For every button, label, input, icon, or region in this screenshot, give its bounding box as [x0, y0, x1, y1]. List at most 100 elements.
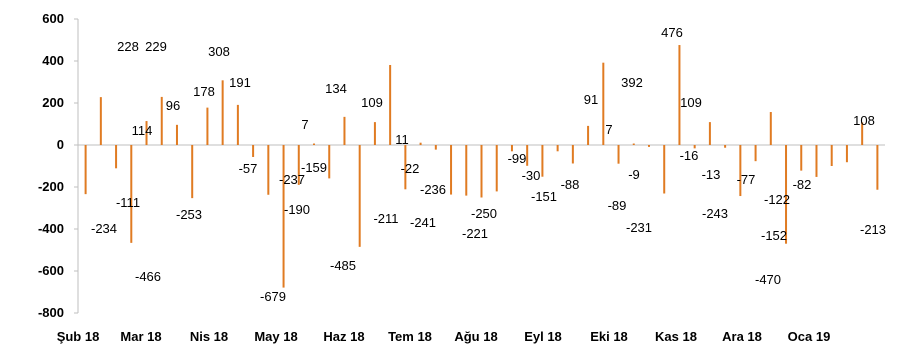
y-axis-tick-label: -200 — [38, 179, 64, 194]
data-label: -485 — [330, 258, 356, 273]
x-axis-month-label: Ağu 18 — [454, 329, 497, 344]
bar — [434, 145, 437, 150]
data-label: -22 — [401, 161, 420, 176]
data-label: -89 — [608, 198, 627, 213]
bar — [419, 142, 422, 145]
bar — [297, 145, 300, 185]
data-label: -16 — [680, 148, 699, 163]
bar — [160, 96, 163, 145]
data-label: -30 — [522, 168, 541, 183]
data-label: 114 — [132, 123, 153, 138]
bar — [526, 145, 529, 166]
data-label: -250 — [471, 206, 497, 221]
data-label: -190 — [284, 202, 310, 217]
y-axis-tick-label: 600 — [42, 11, 64, 26]
bar — [389, 64, 392, 145]
y-axis-tick-label: -400 — [38, 221, 64, 236]
bar — [175, 124, 178, 145]
y-axis-tick-label: 0 — [57, 137, 64, 152]
data-label: -13 — [702, 167, 721, 182]
x-axis-month-label: Eki 18 — [590, 329, 628, 344]
bar — [84, 145, 87, 195]
data-label: -9 — [628, 167, 640, 182]
data-label: -77 — [737, 172, 756, 187]
bar — [236, 104, 239, 145]
bar — [785, 145, 788, 244]
y-axis-tick-label: -600 — [38, 263, 64, 278]
data-label: 91 — [584, 92, 598, 107]
data-label: -231 — [626, 220, 652, 235]
bar — [587, 125, 590, 145]
data-label: -237 — [279, 172, 305, 187]
data-label: 96 — [166, 98, 180, 113]
data-label: -159 — [301, 160, 327, 175]
y-axis-tick-label: -800 — [38, 305, 64, 320]
bar — [632, 143, 635, 145]
data-label: -57 — [239, 161, 258, 176]
data-label: -82 — [793, 177, 812, 192]
data-label: 109 — [680, 95, 702, 110]
data-label: -679 — [260, 289, 286, 304]
data-label: -221 — [462, 226, 488, 241]
x-axis-month-label: Haz 18 — [323, 329, 364, 344]
data-label: 134 — [325, 81, 347, 96]
data-label: 229 — [145, 39, 167, 54]
bar — [343, 116, 346, 145]
bar — [206, 107, 209, 145]
x-axis-month-label: Oca 19 — [788, 329, 831, 344]
bar — [678, 45, 681, 145]
data-label: 191 — [229, 75, 251, 90]
data-label: 7 — [301, 117, 308, 132]
bar — [404, 145, 407, 190]
data-label: -151 — [531, 189, 557, 204]
data-label: -241 — [410, 215, 436, 230]
data-label: -152 — [761, 228, 787, 243]
bar — [480, 145, 483, 198]
x-axis-month-label: Kas 18 — [655, 329, 697, 344]
bar — [99, 97, 102, 145]
bar — [815, 145, 818, 177]
bar — [617, 145, 620, 164]
data-label: -213 — [860, 222, 886, 237]
bar — [115, 145, 118, 169]
data-label: 108 — [853, 113, 875, 128]
data-label: 228 — [117, 39, 139, 54]
bar — [571, 145, 574, 164]
data-label: 178 — [193, 84, 215, 99]
data-label: 392 — [621, 75, 643, 90]
bar — [221, 80, 224, 145]
bar — [876, 145, 879, 190]
bar — [191, 145, 194, 199]
data-label: -466 — [135, 269, 161, 284]
data-label: -111 — [116, 195, 140, 210]
x-axis-month-label: Nis 18 — [190, 329, 228, 344]
bar — [541, 145, 544, 177]
data-label: -236 — [420, 182, 446, 197]
bar — [450, 145, 453, 195]
bar — [708, 122, 711, 145]
x-axis-month-label: May 18 — [254, 329, 297, 344]
data-label: -253 — [176, 207, 202, 222]
data-label: 109 — [361, 95, 383, 110]
x-axis-month-label: Mar 18 — [120, 329, 161, 344]
x-axis-month-label: Eyl 18 — [524, 329, 562, 344]
data-label: 11 — [395, 132, 409, 147]
bar — [647, 145, 650, 147]
bar — [465, 145, 468, 196]
bar — [724, 145, 727, 148]
bar — [663, 145, 666, 194]
bar — [313, 143, 316, 145]
x-axis-month-label: Ara 18 — [722, 329, 762, 344]
bar — [754, 145, 757, 162]
data-label: -88 — [561, 177, 580, 192]
bar — [800, 145, 803, 171]
bar — [252, 145, 255, 157]
data-label: -211 — [373, 211, 398, 226]
bar — [769, 112, 772, 145]
bar — [130, 145, 133, 243]
data-label: 476 — [661, 25, 683, 40]
bar — [845, 145, 848, 163]
y-axis-tick-label: 200 — [42, 95, 64, 110]
bar — [328, 145, 331, 179]
